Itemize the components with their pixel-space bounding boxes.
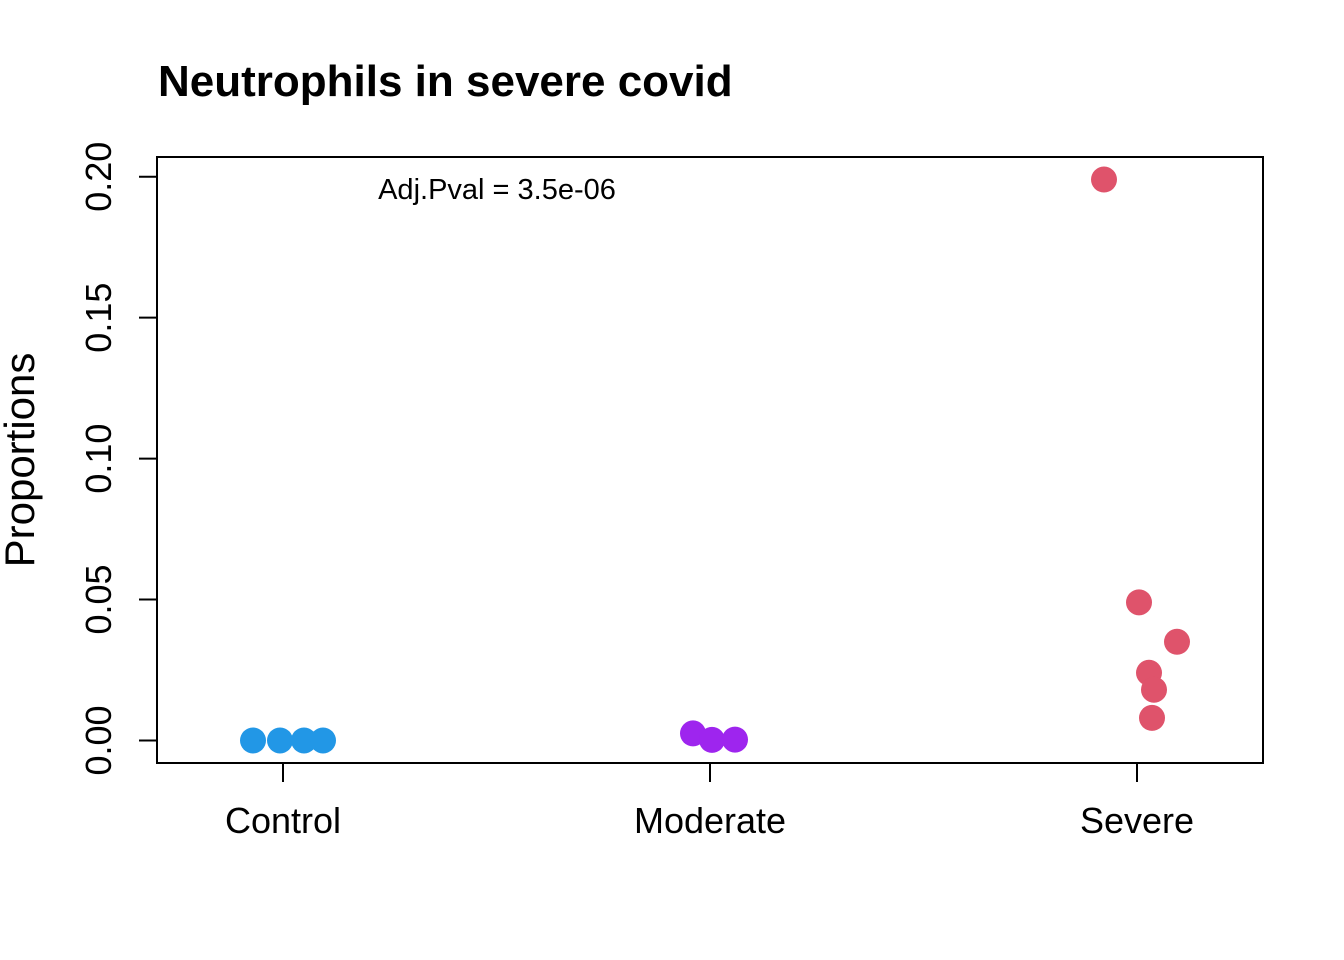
data-point-moderate (699, 726, 725, 753)
y-axis-label: Proportions (0, 353, 43, 568)
data-point-control (310, 727, 336, 754)
data-point-moderate (722, 726, 748, 753)
y-tick-label: 0.20 (78, 142, 119, 212)
data-point-severe (1126, 589, 1152, 616)
adj-pval-annotation: Adj.Pval = 3.5e-06 (378, 174, 616, 206)
data-points (240, 166, 1190, 754)
chart-title: Neutrophils in severe covid (158, 57, 733, 106)
data-point-severe (1164, 628, 1190, 655)
data-point-severe (1091, 166, 1117, 193)
plot-frame (156, 156, 1264, 764)
x-category-label: Moderate (634, 800, 786, 841)
y-tick-label: 0.10 (78, 424, 119, 494)
y-tick-label: 0.15 (78, 283, 119, 353)
data-point-control (240, 727, 266, 754)
x-category-label: Control (225, 800, 341, 841)
y-tick-label: 0.00 (78, 705, 119, 775)
data-point-control (267, 727, 293, 754)
data-point-control (291, 727, 317, 754)
data-point-severe (1141, 676, 1167, 703)
y-axis: 0.00 0.05 0.10 0.15 0.20 (78, 142, 157, 775)
x-category-label: Severe (1080, 800, 1194, 841)
data-point-severe (1139, 704, 1165, 731)
x-axis: Control Moderate Severe (225, 763, 1194, 841)
y-tick-label: 0.05 (78, 564, 119, 634)
